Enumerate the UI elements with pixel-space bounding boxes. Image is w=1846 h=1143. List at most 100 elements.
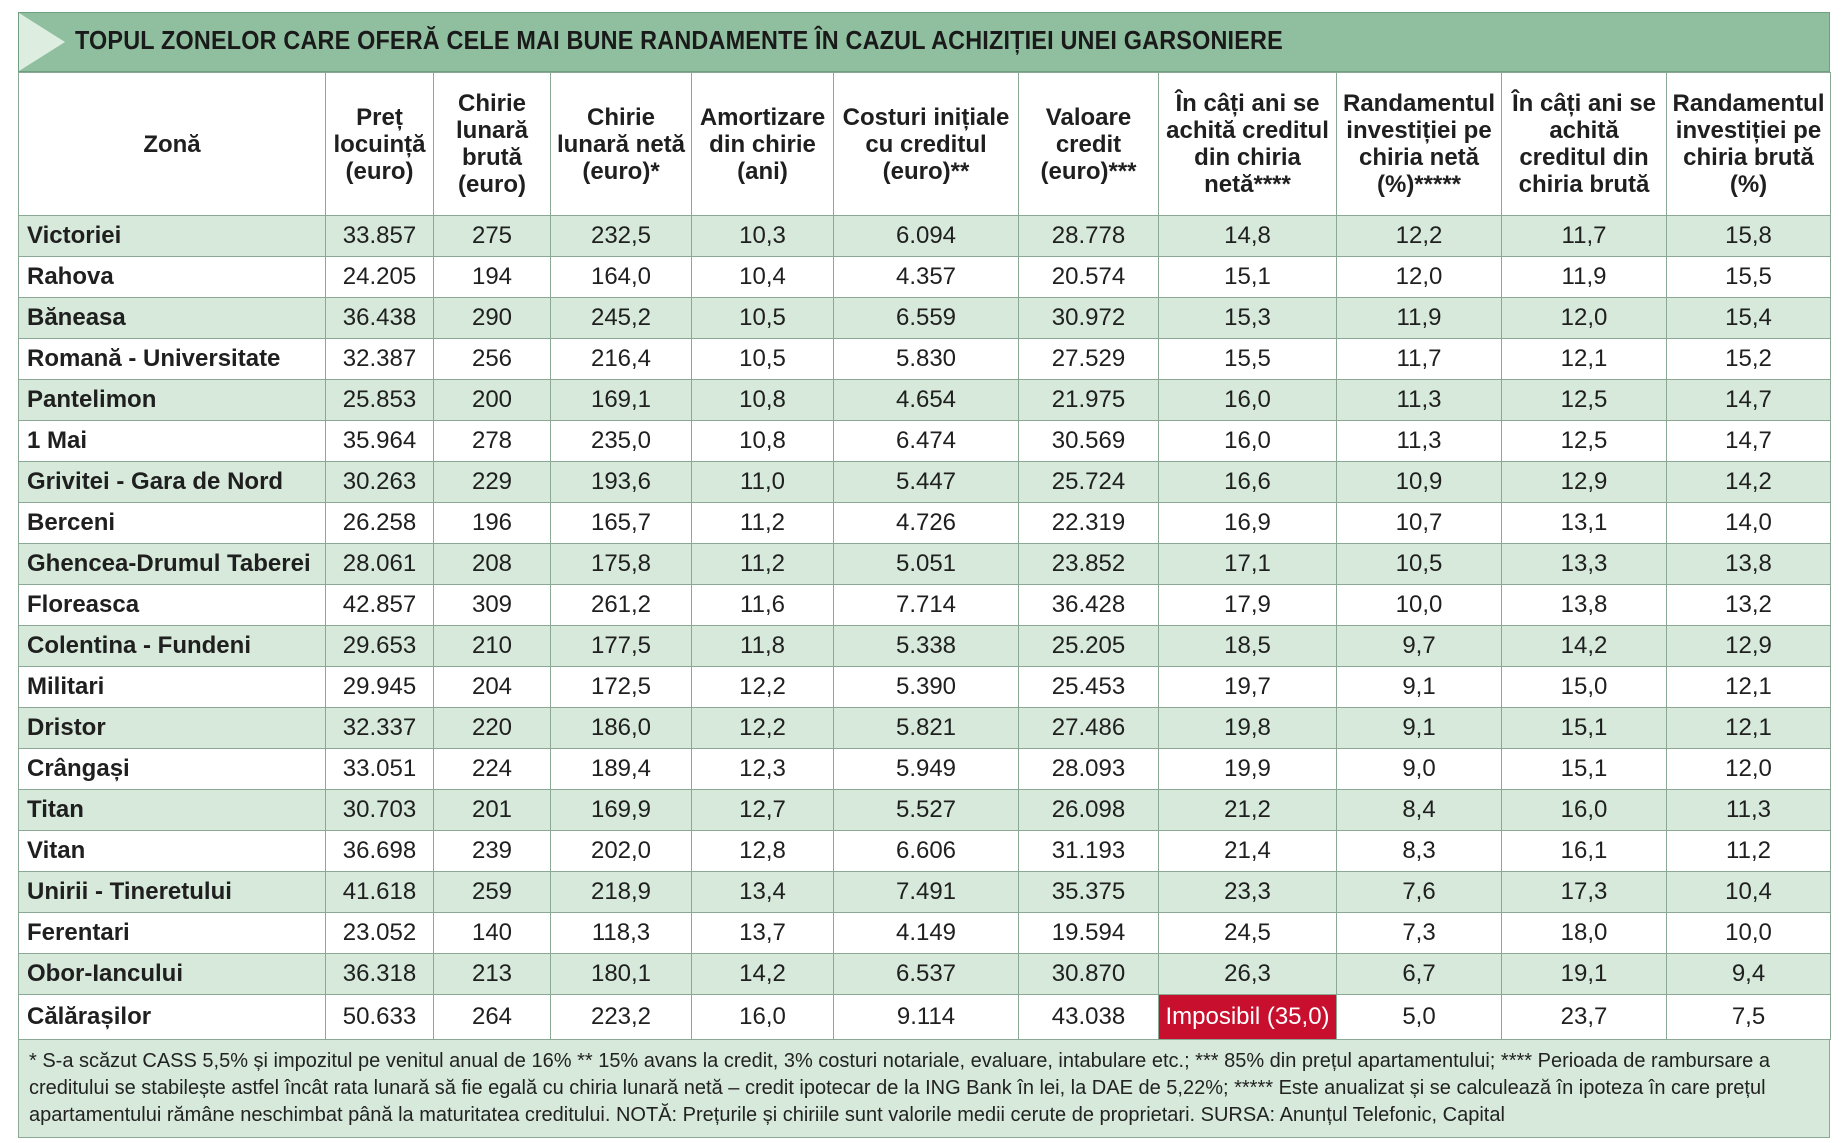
table-row: Vitan 36.698 239 202,0 12,8 6.606 31.193 21,4 8,…: [18, 830, 1831, 872]
zone-cell: Vitan: [18, 830, 326, 872]
zone-cell: Romană - Universitate: [18, 338, 326, 380]
amortization-cell: 12,2: [691, 666, 834, 708]
yield-gross-cell: 11,2: [1666, 830, 1831, 872]
years-gross-cell: 16,1: [1501, 830, 1667, 872]
yield-net-cell: 5,0: [1336, 994, 1502, 1040]
credit-value-cell: 22.319: [1018, 502, 1159, 544]
table-row: Dristor 32.337 220 186,0 12,2 5.821 27.486 19,8…: [18, 707, 1831, 749]
amortization-cell: 11,2: [691, 502, 834, 544]
net-rent-cell: 261,2: [550, 584, 692, 626]
table-row: Obor-Iancului 36.318 213 180,1 14,2 6.537 30.8…: [18, 953, 1831, 995]
years-net-cell: 23,3: [1158, 871, 1337, 913]
years-net-cell: 21,2: [1158, 789, 1337, 831]
header-yield-gross: Randamentul investiției pe chiria brută …: [1666, 72, 1831, 216]
initial-costs-cell: 5.390: [833, 666, 1019, 708]
yield-net-cell: 7,6: [1336, 871, 1502, 913]
initial-costs-cell: 7.714: [833, 584, 1019, 626]
yield-gross-cell: 7,5: [1666, 994, 1831, 1040]
amortization-cell: 11,0: [691, 461, 834, 503]
amortization-cell: 11,8: [691, 625, 834, 667]
gross-rent-cell: 275: [433, 215, 551, 257]
price-cell: 41.618: [325, 871, 434, 913]
table-title: TOPUL ZONELOR CARE OFERĂ CELE MAI BUNE R…: [75, 25, 1283, 55]
table-row: Călărașilor 50.633 264 223,2 16,0 9.114 43.038…: [18, 994, 1831, 1040]
price-cell: 32.387: [325, 338, 434, 380]
table-row: Victoriei 33.857 275 232,5 10,3 6.094 28.778 14…: [18, 215, 1831, 257]
yield-gross-cell: 14,7: [1666, 420, 1831, 462]
years-net-cell: 26,3: [1158, 953, 1337, 995]
credit-value-cell: 25.205: [1018, 625, 1159, 667]
table-row: Berceni 26.258 196 165,7 11,2 4.726 22.319 16,9…: [18, 502, 1831, 544]
yield-gross-cell: 11,3: [1666, 789, 1831, 831]
gross-rent-cell: 196: [433, 502, 551, 544]
years-gross-cell: 12,5: [1501, 379, 1667, 421]
infographic-panel: TOPUL ZONELOR CARE OFERĂ CELE MAI BUNE R…: [18, 12, 1831, 1138]
gross-rent-cell: 140: [433, 912, 551, 954]
years-gross-cell: 11,9: [1501, 256, 1667, 298]
table-row: Băneasa 36.438 290 245,2 10,5 6.559 30.972 15,3…: [18, 297, 1831, 339]
yield-net-cell: 11,3: [1336, 379, 1502, 421]
table-row: Militari 29.945 204 172,5 12,2 5.390 25.453 19,…: [18, 666, 1831, 708]
credit-value-cell: 20.574: [1018, 256, 1159, 298]
years-net-cell: 24,5: [1158, 912, 1337, 954]
header-yield-net: Randamentul investiției pe chiria netă (…: [1336, 72, 1502, 216]
credit-value-cell: 26.098: [1018, 789, 1159, 831]
yield-gross-cell: 14,0: [1666, 502, 1831, 544]
amortization-cell: 12,8: [691, 830, 834, 872]
credit-value-cell: 30.569: [1018, 420, 1159, 462]
amortization-cell: 12,7: [691, 789, 834, 831]
initial-costs-cell: 4.149: [833, 912, 1019, 954]
zone-cell: Militari: [18, 666, 326, 708]
credit-value-cell: 27.529: [1018, 338, 1159, 380]
gross-rent-cell: 229: [433, 461, 551, 503]
credit-value-cell: 23.852: [1018, 543, 1159, 585]
years-gross-cell: 13,3: [1501, 543, 1667, 585]
initial-costs-cell: 6.094: [833, 215, 1019, 257]
amortization-cell: 10,8: [691, 420, 834, 462]
years-gross-cell: 17,3: [1501, 871, 1667, 913]
header-row: Zonă Preț locuință (euro) Chirie lunară …: [18, 72, 1831, 216]
gross-rent-cell: 239: [433, 830, 551, 872]
credit-value-cell: 25.453: [1018, 666, 1159, 708]
header-initial-costs: Costuri inițiale cu creditul (euro)**: [833, 72, 1019, 216]
price-cell: 33.051: [325, 748, 434, 790]
table-row: Crângași 33.051 224 189,4 12,3 5.949 28.093 19,…: [18, 748, 1831, 790]
header-years-gross: În câți ani se achită creditul din chiri…: [1501, 72, 1667, 216]
net-rent-cell: 223,2: [550, 994, 692, 1040]
table-row: Unirii - Tineretului 41.618 259 218,9 13,4 7.…: [18, 871, 1831, 913]
table-body: Victoriei 33.857 275 232,5 10,3 6.094 28.778 14…: [18, 215, 1831, 1040]
amortization-cell: 10,3: [691, 215, 834, 257]
credit-value-cell: 28.778: [1018, 215, 1159, 257]
yield-gross-cell: 12,9: [1666, 625, 1831, 667]
amortization-cell: 10,5: [691, 297, 834, 339]
zone-cell: Ghencea-Drumul Taberei: [18, 543, 326, 585]
yield-gross-cell: 15,5: [1666, 256, 1831, 298]
table-row: 1 Mai 35.964 278 235,0 10,8 6.474 30.569 16,0 11…: [18, 420, 1831, 462]
price-cell: 30.703: [325, 789, 434, 831]
years-gross-cell: 16,0: [1501, 789, 1667, 831]
price-cell: 29.653: [325, 625, 434, 667]
yield-net-cell: 9,0: [1336, 748, 1502, 790]
arrow-icon: [19, 13, 65, 71]
net-rent-cell: 118,3: [550, 912, 692, 954]
gross-rent-cell: 194: [433, 256, 551, 298]
zone-cell: Rahova: [18, 256, 326, 298]
gross-rent-cell: 264: [433, 994, 551, 1040]
gross-rent-cell: 201: [433, 789, 551, 831]
yield-table: Zonă Preț locuință (euro) Chirie lunară …: [18, 72, 1831, 1040]
net-rent-cell: 180,1: [550, 953, 692, 995]
title-bar: TOPUL ZONELOR CARE OFERĂ CELE MAI BUNE R…: [18, 12, 1830, 72]
table-row: Titan 30.703 201 169,9 12,7 5.527 26.098 21,2 8,…: [18, 789, 1831, 831]
amortization-cell: 11,6: [691, 584, 834, 626]
price-cell: 36.698: [325, 830, 434, 872]
yield-net-cell: 10,9: [1336, 461, 1502, 503]
years-gross-cell: 15,0: [1501, 666, 1667, 708]
zone-cell: Unirii - Tineretului: [18, 871, 326, 913]
credit-value-cell: 43.038: [1018, 994, 1159, 1040]
zone-cell: 1 Mai: [18, 420, 326, 462]
zone-cell: Colentina - Fundeni: [18, 625, 326, 667]
zone-cell: Obor-Iancului: [18, 953, 326, 995]
net-rent-cell: 172,5: [550, 666, 692, 708]
yield-net-cell: 10,5: [1336, 543, 1502, 585]
table-row: Pantelimon 25.853 200 169,1 10,8 4.654 21.975 1…: [18, 379, 1831, 421]
